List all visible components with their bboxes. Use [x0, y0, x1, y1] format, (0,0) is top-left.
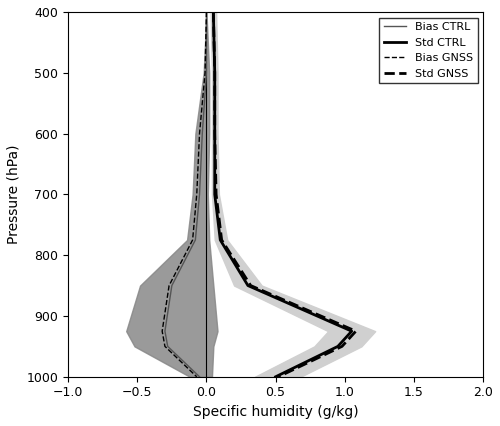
Y-axis label: Pressure (hPa): Pressure (hPa): [7, 144, 21, 244]
Legend: Bias CTRL, Std CTRL, Bias GNSS, Std GNSS: Bias CTRL, Std CTRL, Bias GNSS, Std GNSS: [380, 17, 478, 83]
X-axis label: Specific humidity (g/kg): Specific humidity (g/kg): [193, 405, 358, 419]
